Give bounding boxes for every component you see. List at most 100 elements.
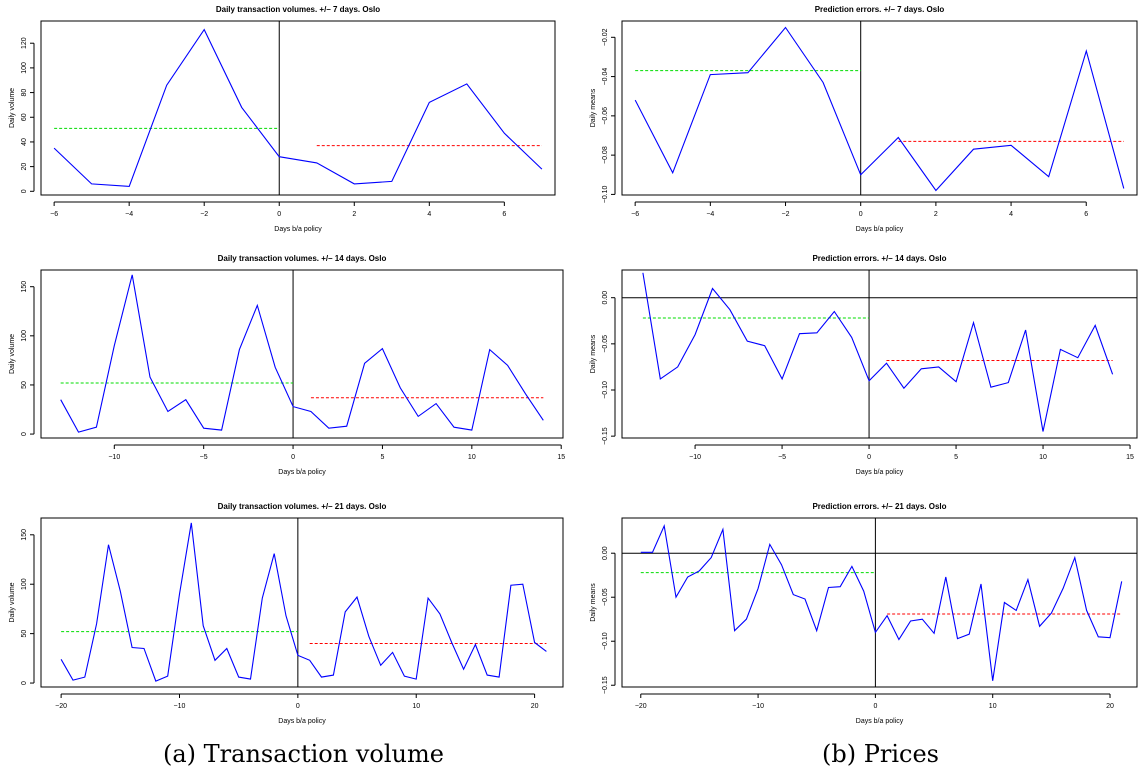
y-tick-label: 0.00	[602, 291, 609, 305]
plot-frame	[40, 20, 556, 196]
y-tick-label: 0	[21, 432, 28, 436]
data-series-line	[640, 523, 1123, 681]
x-tick-label: −20	[55, 703, 67, 710]
x-tick-label: −5	[200, 454, 208, 461]
y-tick-label: 150	[21, 281, 28, 293]
x-tick-label: −20	[635, 703, 647, 710]
y-tick-label: 0	[21, 189, 28, 193]
x-tick-label: −10	[752, 703, 764, 710]
x-tick-label: −4	[125, 211, 133, 218]
x-tick-label: 5	[380, 454, 384, 461]
y-tick-label: 20	[21, 163, 28, 171]
data-series-line	[60, 522, 547, 682]
x-tick-label: 0	[277, 211, 281, 218]
y-axis-label: Daily volume	[9, 88, 16, 128]
y-tick-label: −0.10	[602, 381, 609, 399]
y-tick-label: −0.08	[602, 146, 609, 164]
chart-title: Prediction errors. +/– 7 days. Oslo	[815, 5, 945, 14]
x-tick-label: 0	[867, 454, 871, 461]
x-tick-label: −6	[631, 211, 639, 218]
y-tick-label: 40	[21, 138, 28, 146]
x-tick-label: 4	[427, 211, 431, 218]
x-tick-label: −10	[108, 454, 120, 461]
data-series-line	[60, 274, 544, 433]
y-tick-label: −0.04	[602, 68, 609, 86]
y-tick-label: −0.10	[602, 632, 609, 650]
y-tick-label: 0	[21, 681, 28, 685]
y-tick-label: −0.05	[602, 588, 609, 606]
chart-panel-vol21: Daily transaction volumes. +/– 21 days. …	[9, 502, 564, 725]
x-tick-label: 10	[468, 454, 476, 461]
x-axis-label: Days b/a policy	[278, 469, 326, 476]
x-tick-label: −6	[50, 211, 58, 218]
x-tick-label: 10	[989, 703, 997, 710]
y-tick-label: −0.10	[602, 185, 609, 203]
chart-title: Daily transaction volumes. +/– 7 days. O…	[216, 5, 380, 14]
caption-transaction-volume: (a) Transaction volume	[163, 740, 444, 768]
y-tick-label: 100	[21, 578, 28, 590]
x-tick-label: −4	[706, 211, 714, 218]
x-axis-label: Days b/a policy	[856, 718, 904, 725]
x-tick-label: 2	[934, 211, 938, 218]
x-tick-label: 10	[1039, 454, 1047, 461]
y-tick-label: −0.02	[602, 28, 609, 46]
chart-panel-pred7: Prediction errors. +/– 7 days. Oslo −6 −4 −…	[590, 5, 1138, 233]
y-axis-label: Daily volume	[9, 582, 16, 622]
x-tick-label: −5	[778, 454, 786, 461]
y-tick-label: −0.15	[602, 676, 609, 694]
y-tick-label: 0.00	[602, 546, 609, 560]
chart-title: Daily transaction volumes. +/– 21 days. …	[218, 502, 387, 511]
plot-frame	[40, 517, 564, 688]
y-tick-label: 50	[21, 381, 28, 389]
x-tick-label: −2	[782, 211, 790, 218]
x-tick-label: −2	[200, 211, 208, 218]
y-tick-label: −0.15	[602, 427, 609, 445]
y-tick-label: 100	[21, 62, 28, 74]
y-axis-label: Daily means	[590, 88, 597, 127]
y-axis-label: Daily means	[590, 583, 597, 622]
x-tick-label: 0	[873, 703, 877, 710]
x-tick-label: −10	[689, 454, 701, 461]
data-series-line	[53, 28, 543, 187]
x-tick-label: 0	[859, 211, 863, 218]
y-tick-label: 60	[21, 113, 28, 121]
y-tick-label: 50	[21, 630, 28, 638]
x-tick-label: 20	[1106, 703, 1114, 710]
chart-panel-vol7: Daily transaction volumes. +/– 7 days. O…	[9, 5, 556, 233]
y-axis-label: Daily volume	[9, 334, 16, 374]
chart-panel-vol14: Daily transaction volumes. +/– 14 days. …	[9, 254, 565, 476]
caption-prices: (b) Prices	[822, 740, 939, 768]
plot-frame	[621, 20, 1138, 196]
x-tick-label: 15	[557, 454, 565, 461]
x-tick-label: 20	[531, 703, 539, 710]
data-series-line	[634, 26, 1125, 192]
x-tick-label: 6	[1084, 211, 1088, 218]
x-axis-label: Days b/a policy	[274, 226, 322, 233]
x-tick-label: 4	[1009, 211, 1013, 218]
x-tick-label: 2	[352, 211, 356, 218]
plot-frame	[621, 517, 1138, 688]
x-axis-label: Days b/a policy	[856, 226, 904, 233]
chart-title: Daily transaction volumes. +/– 14 days. …	[218, 254, 387, 263]
plot-frame	[40, 269, 564, 439]
x-tick-label: 0	[296, 703, 300, 710]
chart-title: Prediction errors. +/– 21 days. Oslo	[812, 502, 946, 511]
x-tick-label: 0	[291, 454, 295, 461]
x-tick-label: 10	[412, 703, 420, 710]
x-axis-label: Days b/a policy	[856, 469, 904, 476]
chart-panel-pred21: Prediction errors. +/– 21 days. Oslo −20 −…	[590, 502, 1138, 725]
chart-panel-pred14: Prediction errors. +/– 14 days. Oslo −10 −…	[590, 254, 1138, 476]
x-tick-label: 15	[1126, 454, 1134, 461]
y-tick-label: −0.06	[602, 107, 609, 125]
y-tick-label: 100	[21, 330, 28, 342]
x-tick-label: 6	[502, 211, 506, 218]
x-tick-label: 5	[954, 454, 958, 461]
y-tick-label: 150	[21, 529, 28, 541]
y-tick-label: 80	[21, 89, 28, 97]
y-axis-label: Daily means	[590, 334, 597, 373]
plot-frame	[621, 269, 1138, 439]
x-axis-label: Days b/a policy	[278, 718, 326, 725]
y-tick-label: −0.05	[602, 335, 609, 353]
data-series-line	[642, 272, 1114, 432]
